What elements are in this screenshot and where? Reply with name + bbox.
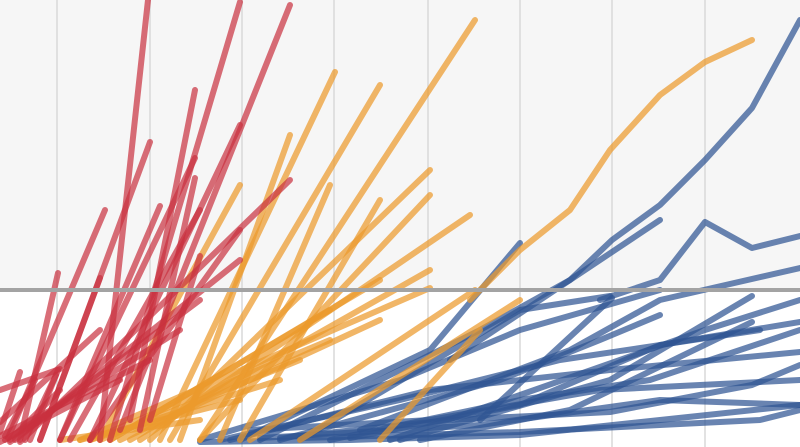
series-line-blue-70 — [417, 319, 755, 443]
series-line-blue-73 — [197, 402, 800, 445]
series-line-blue-72 — [477, 295, 615, 423]
series-line-red-22 — [97, 0, 151, 443]
series-line-red-12 — [5, 207, 108, 441]
series-line-orange-49 — [247, 287, 478, 443]
series-line-red-28 — [87, 227, 243, 443]
series-line-orange-48 — [87, 337, 333, 443]
series-line-red-14 — [17, 270, 61, 443]
series-line-blue-56 — [257, 217, 663, 443]
series-line-orange-47 — [77, 285, 433, 443]
series-line-red-5 — [0, 327, 103, 425]
series-line-blue-71 — [347, 319, 800, 441]
series-line-red-15 — [27, 367, 61, 443]
series-line-red-21 — [87, 122, 243, 443]
series-line-orange-50 — [297, 297, 523, 443]
series-line-blue-69 — [597, 219, 800, 303]
series-line-red-11 — [17, 177, 293, 445]
series-line-orange-46 — [197, 192, 433, 443]
series-line-blue-68 — [447, 17, 800, 363]
series-line-orange-52 — [467, 37, 755, 303]
series-line-orange-51 — [377, 327, 483, 443]
series-line-red-23 — [107, 0, 243, 443]
series-line-red-26 — [137, 175, 198, 433]
series-line-blue-63 — [357, 265, 800, 433]
series-line-red-27 — [147, 253, 203, 423]
